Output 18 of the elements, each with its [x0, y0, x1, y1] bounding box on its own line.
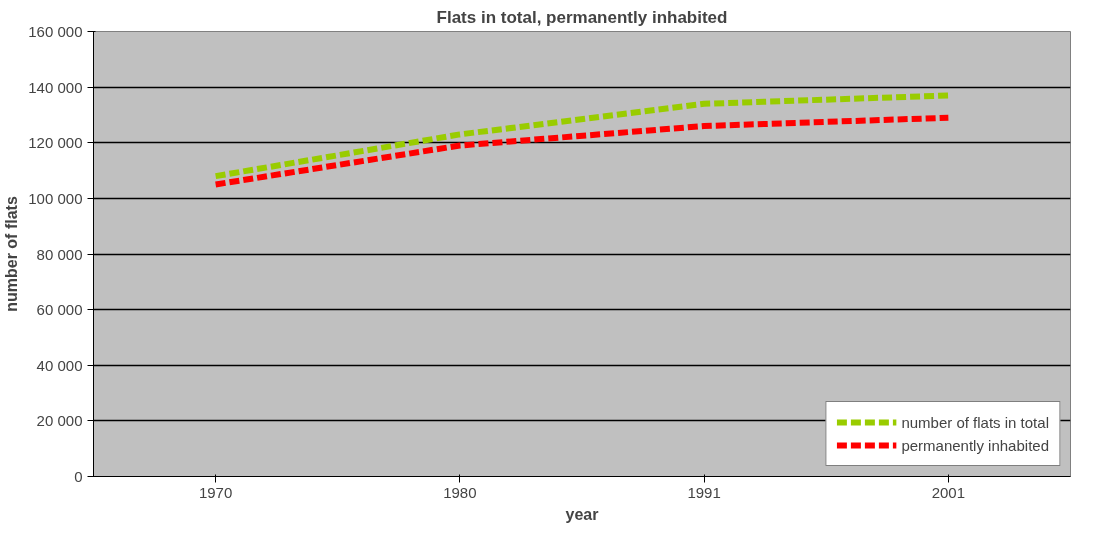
y-axis-title: number of flats	[3, 196, 21, 312]
y-tick-label: 60 000	[36, 301, 83, 319]
y-tick-label: 80 000	[36, 245, 83, 263]
y-tick-label: 0	[74, 468, 83, 485]
legend-label: number of flats in total	[901, 413, 1049, 431]
x-tick-label: 2001	[931, 483, 966, 501]
y-tick-label: 20 000	[36, 412, 83, 430]
y-tick-label: 140 000	[28, 78, 83, 96]
y-tick-label: 160 000	[28, 23, 83, 40]
y-tick-label: 120 000	[28, 134, 83, 152]
y-tick-label: 100 000	[28, 189, 83, 207]
chart-title: Flats in total, permanently inhabited	[436, 7, 728, 27]
x-tick-label: 1970	[198, 483, 233, 501]
x-axis-title: year	[565, 505, 599, 523]
y-tick-label: 40 000	[36, 356, 83, 374]
legend-label: permanently inhabited	[901, 436, 1049, 454]
x-tick-label: 1980	[443, 483, 477, 501]
x-tick-label: 1991	[687, 483, 721, 501]
